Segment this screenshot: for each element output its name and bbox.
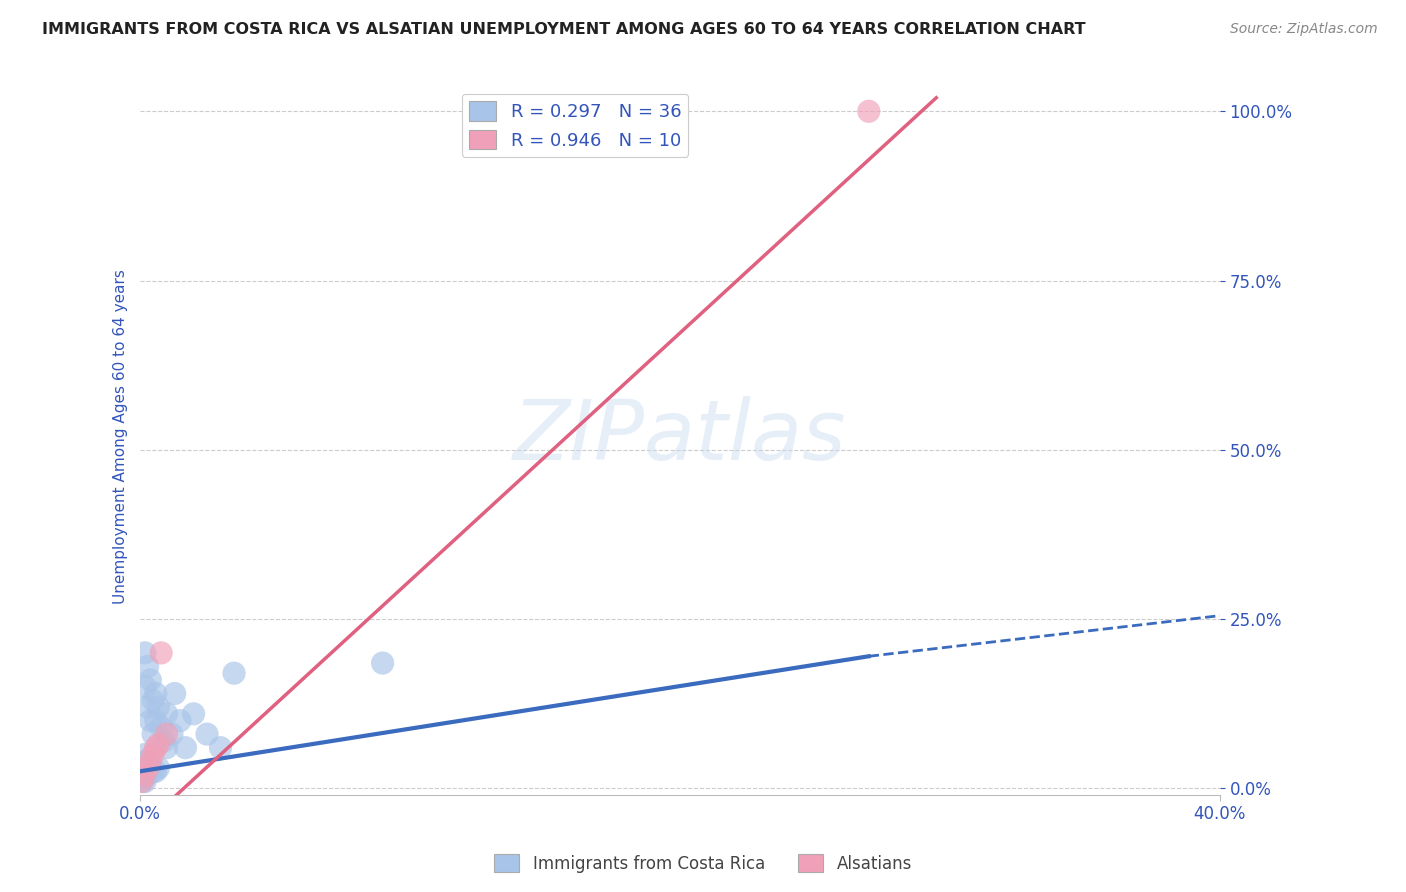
Point	[134, 646, 156, 660]
Point	[139, 754, 162, 768]
Point	[145, 764, 167, 779]
Point	[858, 104, 880, 119]
Point	[145, 686, 167, 700]
Point	[131, 774, 153, 789]
Point	[131, 771, 153, 785]
Point	[134, 768, 156, 782]
Point	[209, 740, 232, 755]
Legend: Immigrants from Costa Rica, Alsatians: Immigrants from Costa Rica, Alsatians	[488, 847, 918, 880]
Point	[142, 747, 165, 762]
Point	[136, 700, 159, 714]
Point	[150, 646, 173, 660]
Point	[160, 727, 183, 741]
Point	[131, 774, 153, 789]
Point	[142, 764, 165, 779]
Text: Source: ZipAtlas.com: Source: ZipAtlas.com	[1230, 22, 1378, 37]
Point	[148, 700, 170, 714]
Point	[183, 706, 205, 721]
Point	[174, 740, 197, 755]
Point	[163, 686, 186, 700]
Point	[134, 754, 156, 768]
Point	[136, 754, 159, 768]
Point	[142, 727, 165, 741]
Text: ZIPatlas: ZIPatlas	[513, 396, 846, 476]
Point	[136, 768, 159, 782]
Text: IMMIGRANTS FROM COSTA RICA VS ALSATIAN UNEMPLOYMENT AMONG AGES 60 TO 64 YEARS CO: IMMIGRANTS FROM COSTA RICA VS ALSATIAN U…	[42, 22, 1085, 37]
Legend: R = 0.297   N = 36, R = 0.946   N = 10: R = 0.297 N = 36, R = 0.946 N = 10	[461, 94, 689, 157]
Point	[222, 666, 245, 681]
Point	[145, 740, 167, 755]
Point	[155, 727, 177, 741]
Point	[371, 656, 394, 670]
Point	[155, 740, 177, 755]
Point	[148, 761, 170, 775]
Point	[142, 693, 165, 707]
Y-axis label: Unemployment Among Ages 60 to 64 years: Unemployment Among Ages 60 to 64 years	[114, 268, 128, 604]
Point	[169, 714, 191, 728]
Point	[136, 659, 159, 673]
Point	[153, 734, 176, 748]
Point	[155, 706, 177, 721]
Point	[131, 768, 153, 782]
Point	[134, 680, 156, 694]
Point	[134, 774, 156, 789]
Point	[148, 737, 170, 751]
Point	[139, 714, 162, 728]
Point	[150, 720, 173, 734]
Point	[136, 761, 159, 775]
Point	[134, 747, 156, 762]
Point	[195, 727, 218, 741]
Point	[145, 714, 167, 728]
Point	[139, 673, 162, 687]
Point	[139, 761, 162, 775]
